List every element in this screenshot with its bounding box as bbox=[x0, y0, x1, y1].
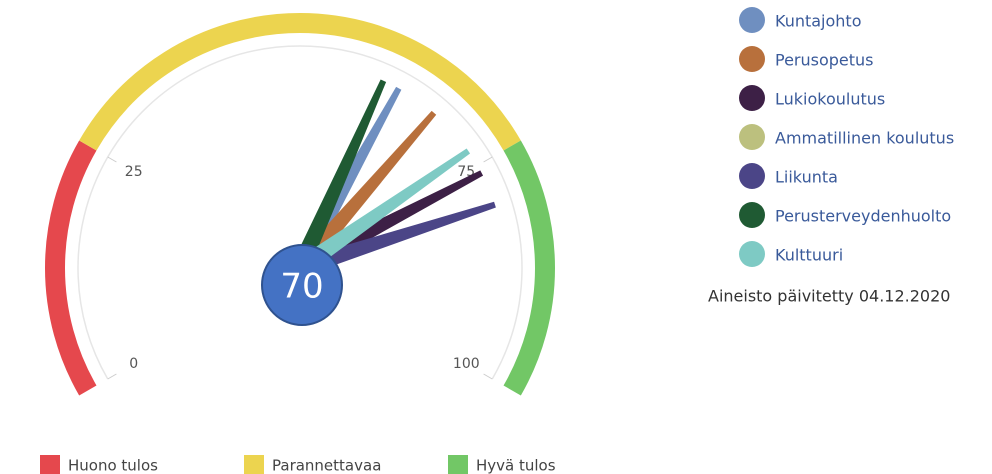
legend-swatch bbox=[244, 455, 264, 474]
band bbox=[55, 146, 88, 391]
legend-label: Kuntajohto bbox=[775, 12, 862, 31]
legend-label: Kulttuuri bbox=[775, 246, 843, 265]
tick-label: 0 bbox=[129, 356, 138, 372]
tick-mark bbox=[484, 157, 493, 162]
legend-dot bbox=[739, 124, 765, 150]
legend-label: Hyvä tulos bbox=[476, 457, 556, 474]
value-label: 70 bbox=[280, 267, 323, 307]
legend-swatch bbox=[448, 455, 468, 474]
scale-arc bbox=[78, 46, 522, 379]
legend-label: Lukiokoulutus bbox=[775, 90, 885, 109]
legend-dot bbox=[739, 46, 765, 72]
legend-swatch bbox=[40, 455, 60, 474]
band bbox=[512, 146, 545, 391]
legend-dot bbox=[739, 163, 765, 189]
tick-mark bbox=[484, 374, 493, 379]
tick-mark bbox=[108, 374, 117, 379]
legend-label: Huono tulos bbox=[68, 457, 158, 474]
legend-label: Perusterveydenhuolto bbox=[775, 207, 951, 226]
legend-label: Parannettavaa bbox=[272, 457, 381, 474]
legend-label: Liikunta bbox=[775, 168, 838, 187]
band bbox=[88, 23, 512, 146]
tick-mark bbox=[108, 157, 117, 162]
legend-label: Perusopetus bbox=[775, 51, 874, 70]
note: Aineisto päivitetty 04.12.2020 bbox=[708, 287, 950, 306]
legend-dot bbox=[739, 85, 765, 111]
tick-label: 25 bbox=[125, 164, 143, 180]
legend-dot bbox=[739, 241, 765, 267]
legend-label: Ammatillinen koulutus bbox=[775, 129, 954, 148]
legend-dot bbox=[739, 202, 765, 228]
legend-dot bbox=[739, 7, 765, 33]
chart: Aineisto päivitetty 04.12.2020 Huono tul… bbox=[0, 0, 992, 474]
tick-label: 100 bbox=[453, 356, 480, 372]
